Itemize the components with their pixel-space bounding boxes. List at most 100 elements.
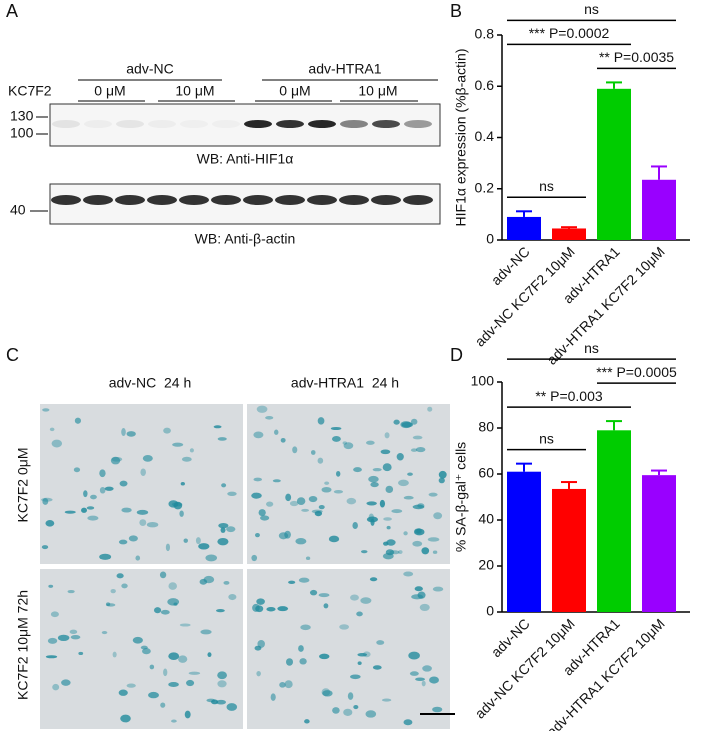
stained-cell	[99, 469, 106, 478]
stained-cell	[172, 442, 184, 447]
stained-cell	[255, 533, 260, 538]
stained-cell	[168, 682, 179, 688]
stained-cell	[403, 719, 413, 726]
stained-cell	[277, 606, 289, 612]
stained-cell	[160, 702, 166, 708]
panel-label: C	[6, 345, 19, 365]
stained-cell	[270, 693, 276, 701]
stained-cell	[403, 531, 408, 536]
stained-cell	[69, 629, 78, 635]
band	[51, 195, 81, 205]
stained-cell	[41, 545, 49, 550]
stained-cell	[416, 528, 422, 534]
stained-cell	[284, 680, 293, 689]
stained-cell	[227, 491, 237, 496]
stained-cell	[386, 525, 391, 530]
band	[403, 195, 433, 205]
stained-cell	[376, 640, 385, 645]
stained-cell	[370, 482, 379, 488]
y-tick-label: 0	[486, 603, 494, 619]
stained-cell	[419, 603, 430, 611]
stained-cell	[272, 479, 281, 483]
stained-cell	[289, 500, 299, 507]
band	[371, 195, 401, 205]
stained-cell	[251, 492, 262, 499]
stained-cell	[251, 554, 258, 562]
stained-cell	[432, 550, 438, 554]
column-label: adv-NC 24 h	[109, 375, 191, 391]
stained-cell	[393, 419, 400, 425]
stained-cell	[382, 463, 392, 472]
x-tick-label: adv-NC	[488, 615, 533, 660]
stained-cell	[372, 665, 382, 670]
stained-cell	[298, 645, 304, 652]
bar	[597, 430, 631, 612]
stained-cell	[412, 540, 423, 547]
stained-cell	[106, 603, 116, 607]
bar	[642, 475, 676, 612]
stained-cell	[383, 517, 392, 521]
stained-cell	[257, 640, 265, 648]
stained-cell	[356, 611, 363, 617]
stained-cell	[61, 679, 71, 686]
stained-cell	[352, 521, 358, 530]
stained-cell	[343, 442, 354, 450]
band	[115, 195, 145, 205]
stained-cell	[346, 497, 357, 505]
stained-cell	[317, 457, 324, 464]
stained-cell	[195, 537, 201, 545]
stained-cell	[368, 475, 379, 483]
stained-cell	[189, 448, 194, 453]
bands	[51, 120, 433, 205]
stained-cell	[168, 500, 179, 508]
stained-cell	[343, 708, 353, 716]
stained-cell	[427, 537, 440, 542]
stained-cell	[401, 421, 413, 428]
stained-cell	[207, 652, 212, 658]
y-tick-label: 0	[486, 231, 494, 247]
band	[404, 120, 432, 128]
stained-cell	[110, 588, 116, 594]
band	[212, 120, 240, 128]
band	[276, 120, 304, 128]
dose-label: 0 μM	[279, 83, 310, 99]
stained-cell	[81, 507, 88, 513]
stained-cell	[223, 580, 230, 585]
stained-cell	[50, 611, 59, 618]
stained-cell	[409, 671, 419, 676]
stained-cell	[380, 449, 391, 455]
stained-cell	[384, 432, 390, 439]
stained-cell	[379, 499, 386, 508]
stained-cell	[357, 661, 362, 665]
stained-cell	[159, 571, 167, 579]
stained-cell	[429, 676, 439, 684]
stained-cell	[427, 406, 433, 412]
stained-cell	[184, 710, 191, 719]
stained-cell	[266, 501, 274, 507]
stained-cell	[42, 408, 50, 412]
y-tick-label: 0.4	[475, 128, 495, 144]
micrograph	[40, 569, 243, 729]
comparison-label: *** P=0.0002	[529, 25, 610, 41]
band	[83, 195, 113, 205]
stained-cell	[142, 455, 153, 462]
stained-cell	[220, 527, 226, 533]
stained-cell	[112, 651, 117, 658]
stained-cell	[428, 492, 438, 497]
stained-cell	[370, 518, 375, 526]
stained-cell	[163, 668, 168, 677]
stained-cell	[121, 428, 126, 437]
stained-cell	[415, 677, 426, 681]
stained-cell	[323, 603, 329, 609]
stained-cell	[168, 582, 177, 590]
stained-cell	[226, 703, 238, 711]
stained-cell	[126, 431, 136, 437]
panel-label: D	[450, 345, 463, 365]
bar	[552, 228, 586, 240]
stained-cell	[332, 707, 340, 714]
stained-cell	[369, 577, 378, 582]
stained-cell	[391, 509, 403, 514]
stained-cell	[51, 439, 63, 448]
stained-cell	[350, 674, 361, 680]
stained-cell	[432, 706, 443, 713]
